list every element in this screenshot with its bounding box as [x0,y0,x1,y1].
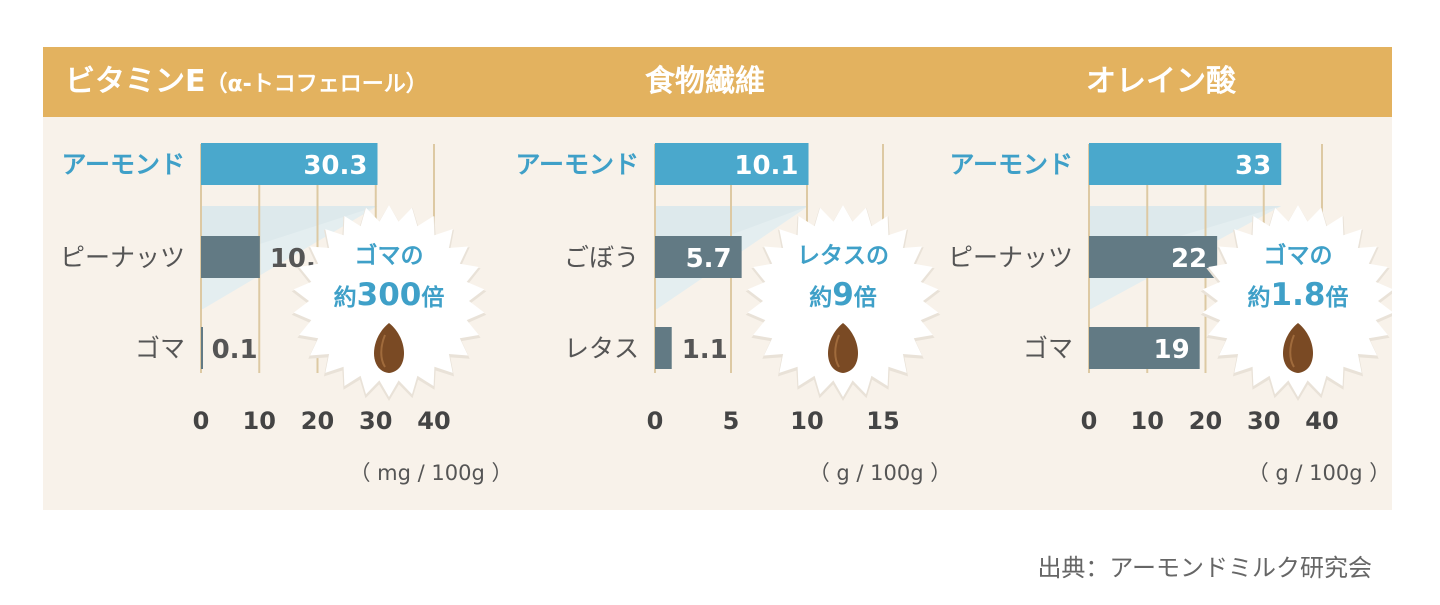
bar [1089,143,1282,185]
chart-title-vitamin-e-main: ビタミンE [65,64,206,99]
badge-prefix: 約 [334,284,357,311]
category-label: アーモンド [949,150,1073,179]
badge-prefix: 約 [1248,284,1271,311]
badge-emph: 9 [832,277,854,313]
tick-label: 0 [647,407,664,435]
chart-title-fiber: 食物繊維 [645,64,765,99]
category-label: アーモンド [515,150,639,179]
bar [201,327,203,369]
chart-panel: アーモンド 30.3 ピーナッツ 10.1 ゴマ 0.1 0 10 20 30 40 （ mg / 1… [43,117,1392,510]
source-note: 出典：アーモンドミルク研究会 [1037,554,1372,582]
data-label: 10.1 [734,151,798,181]
tick-label: 10 [1131,407,1164,435]
chart-title-oleic: オレイン酸 [1086,64,1236,99]
category-label: ごぼう [564,243,639,272]
charts-svg: アーモンド 30.3 ピーナッツ 10.1 ゴマ 0.1 0 10 20 30 40 （ mg / 1… [60,143,1392,485]
bar [201,143,378,185]
badge-line2: 約300倍 [334,277,445,313]
category-label: アーモンド [61,150,185,179]
badge-line1: ゴマの [355,242,424,269]
bar [655,236,742,278]
badge-emph: 300 [357,277,422,313]
tick-label: 0 [193,407,210,435]
tick-label: 30 [359,407,392,435]
badge-starburst [1202,205,1392,397]
chart-title-vitamin-e-sub: （α-トコフェロール） [205,72,428,97]
data-label: 30.3 [303,151,367,181]
data-label: 1.1 [682,335,728,365]
tick-label: 0 [1081,407,1098,435]
chart-title-vitamin-e: ビタミンE（α-トコフェロール） [65,47,428,117]
tick-label: 10 [790,407,823,435]
chart-2: アーモンド 33 ピーナッツ 22 ゴマ 19 0 10 20 30 40 （ g / 100g ） ゴ… [948,143,1392,485]
badge-suffix: 倍 [1325,284,1348,311]
tick-label: 30 [1247,407,1280,435]
category-label: レタス [564,334,639,363]
chart-1: アーモンド 10.1 ごぼう 5.7 レタス 1.1 0 5 10 15 （ g / 100g ） レ… [515,143,951,485]
badge-starburst [747,205,939,397]
bar [1089,236,1218,278]
almond-icon-highlight [1289,334,1295,368]
data-label: 33 [1235,151,1271,181]
bar [655,327,672,369]
badge-line2: 約9倍 [809,277,877,313]
tick-label: 15 [866,407,899,435]
tick-label: 5 [723,407,740,435]
unit-label: （ g / 100g ） [809,461,952,485]
bar [201,236,260,278]
bar [655,143,809,185]
category-label: ゴマ [135,334,185,363]
tick-label: 20 [1189,407,1222,435]
badge-line1: レタスの [797,243,889,269]
badge-prefix: 約 [809,284,832,311]
badge-suffix: 倍 [854,284,877,311]
badge-line2: 約1.8倍 [1248,277,1349,313]
badge-starburst [293,205,485,397]
data-label: 5.7 [686,244,732,274]
almond-icon-highlight [834,334,840,368]
category-label: ピーナッツ [60,243,185,272]
chart-header-band: ビタミンE（α-トコフェロール） 食物繊維 オレイン酸 [43,47,1392,117]
data-label: 0.1 [212,335,258,365]
tick-label: 40 [417,407,450,435]
almond-icon-highlight [380,334,386,368]
data-label: 22 [1171,244,1207,274]
category-label: ゴマ [1023,334,1073,363]
tick-label: 10 [243,407,276,435]
highlight-accent-shade [1089,206,1282,263]
badge-emph: 1.8 [1271,277,1326,313]
tick-label: 40 [1305,407,1338,435]
unit-label: （ g / 100g ） [1248,461,1391,485]
data-label: 19 [1153,335,1189,365]
bar [1089,327,1200,369]
badge-line1: ゴマの [1264,242,1333,269]
unit-label: （ mg / 100g ） [350,461,513,485]
tick-label: 20 [301,407,334,435]
badge-suffix: 倍 [421,284,444,311]
category-label: ピーナッツ [948,243,1073,272]
